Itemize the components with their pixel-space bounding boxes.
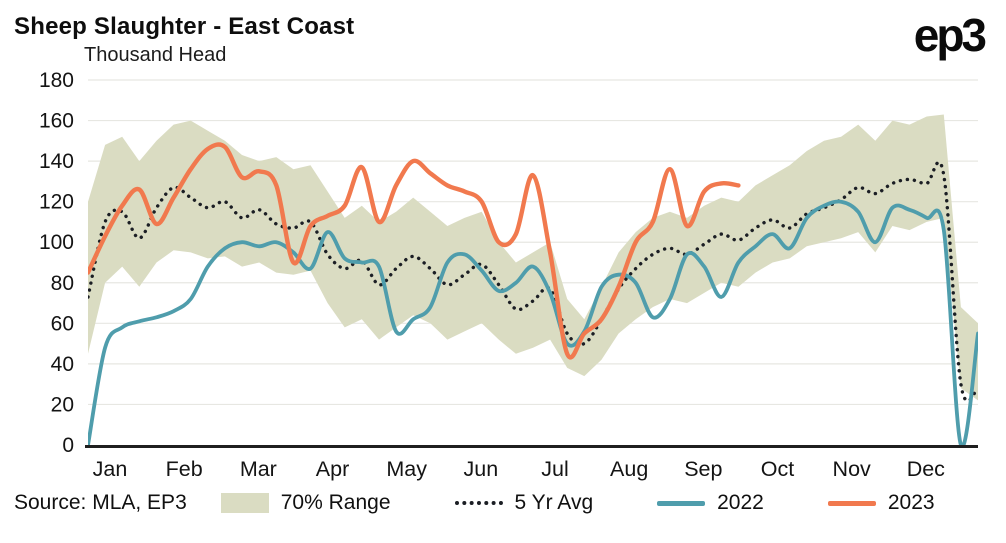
y-tick-label: 140 xyxy=(39,150,74,173)
avg-dotted-icon xyxy=(454,501,503,505)
chart-canvas: 0 20 40 60 80 100 120 140 160 180 Jan Feb Mar Apr May J… xyxy=(39,69,978,481)
source-text: Source: MLA, EP3 xyxy=(14,491,187,514)
y-tick-label: 120 xyxy=(39,191,74,214)
chart-subtitle: Thousand Head xyxy=(84,44,227,66)
legend-item-2023: 2023 xyxy=(827,491,935,515)
legend-label-2022: 2022 xyxy=(717,491,764,514)
header: Sheep Slaughter - East Coast Thousand He… xyxy=(0,0,1006,67)
legend-label-2023: 2023 xyxy=(887,491,935,514)
legend-label-range: 70% Range xyxy=(280,491,391,514)
y-tick-label: 60 xyxy=(51,312,74,335)
legend-item-range: 70% Range xyxy=(220,491,391,515)
x-tick-label: Dec xyxy=(907,457,945,481)
x-tick-label: Jan xyxy=(93,457,128,481)
line-2023 xyxy=(88,142,741,360)
legend-item-2022: 2022 xyxy=(657,491,764,515)
x-tick-label: Aug xyxy=(610,457,648,481)
line-2022 xyxy=(88,199,978,445)
x-tick-label: Sep xyxy=(684,457,722,481)
footer: Source: MLA, EP3 70% Range 5 Yr Avg 2022… xyxy=(0,485,1006,515)
x-tick-label: Mar xyxy=(240,457,277,481)
x-tick-label: Nov xyxy=(833,457,871,481)
legend: 70% Range 5 Yr Avg 2022 2023 xyxy=(220,491,935,515)
ep3-logo: ep3 xyxy=(913,9,987,61)
y-tick-label: 180 xyxy=(39,69,74,92)
y-tick-label: 80 xyxy=(51,272,74,295)
x-tick-label: Jun xyxy=(463,457,498,481)
line-2023-icon xyxy=(827,500,876,506)
x-tick-label: Jul xyxy=(541,457,568,481)
range-swatch-icon xyxy=(220,493,269,513)
legend-label-avg: 5 Yr Avg xyxy=(514,491,594,514)
y-tick-label: 100 xyxy=(39,231,74,254)
x-tick-label: May xyxy=(386,457,427,481)
x-tick-label: Oct xyxy=(761,457,794,481)
y-tick-label: 20 xyxy=(51,393,74,416)
x-tick-label: Apr xyxy=(316,457,349,481)
legend-item-avg: 5 Yr Avg xyxy=(454,491,594,515)
range-band xyxy=(88,114,978,401)
y-tick-label: 40 xyxy=(51,353,74,376)
x-tick-label: Feb xyxy=(166,457,203,481)
y-tick-label: 0 xyxy=(62,434,74,457)
y-tick-label: 160 xyxy=(39,110,74,133)
line-2022-icon xyxy=(657,500,706,506)
chart-title: Sheep Slaughter - East Coast xyxy=(14,13,355,40)
